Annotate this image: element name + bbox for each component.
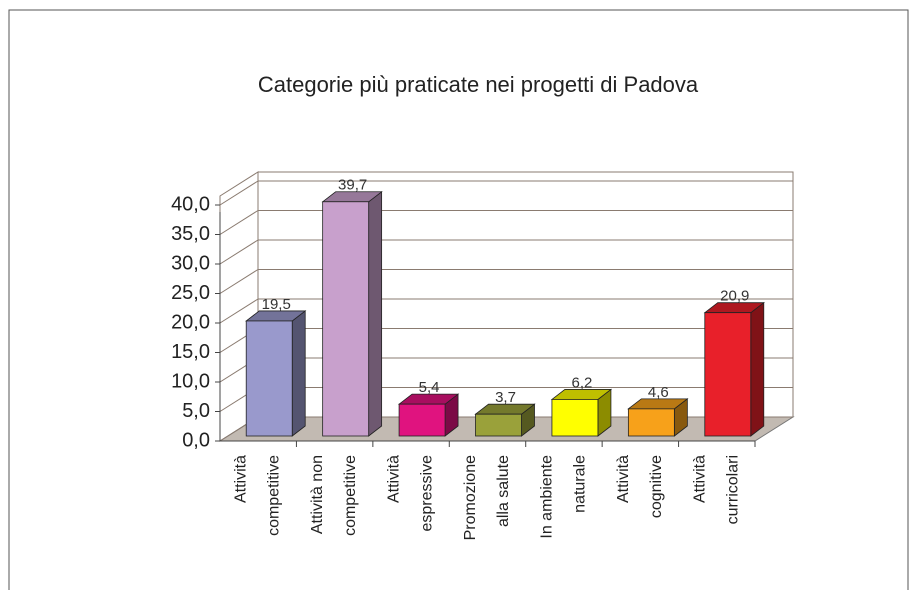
bar <box>398 403 446 437</box>
data-label: 19,5 <box>262 296 291 313</box>
y-tick-label: 5,0 <box>182 400 210 422</box>
y-tick-label: 15,0 <box>171 341 210 363</box>
data-label: 4,6 <box>648 384 669 401</box>
bar <box>627 408 675 437</box>
chart-title: Categorie più praticate nei progetti di … <box>258 72 699 97</box>
x-tick-label: Attività competitive <box>233 455 283 536</box>
data-label: 20,9 <box>720 288 749 305</box>
data-label: 3,7 <box>495 389 516 406</box>
bar-side <box>291 310 306 437</box>
y-tick-label: 20,0 <box>171 311 210 333</box>
x-tick-label: Attività curricolari <box>692 455 742 524</box>
grid-line <box>219 210 259 235</box>
x-tick-label: Attività non competitive <box>309 455 359 536</box>
frame <box>8 9 909 590</box>
y-tick-label: 25,0 <box>171 282 210 304</box>
bar-side <box>368 190 383 437</box>
x-tick-label: In ambiente naturale <box>539 455 589 539</box>
grid-line <box>219 298 259 324</box>
x-tick-label: Promozione alla salute <box>462 455 512 540</box>
y-tick-label: 10,0 <box>171 370 210 392</box>
x-tick-label: Attività espressive <box>386 455 436 532</box>
grid-line <box>219 180 259 206</box>
bar <box>551 399 599 437</box>
bar <box>704 312 752 437</box>
data-label: 5,4 <box>419 379 440 396</box>
y-tick-label: 0,0 <box>182 429 210 451</box>
grid-line <box>219 269 259 294</box>
grid-line <box>219 239 259 265</box>
bar <box>245 320 293 437</box>
data-label: 6,2 <box>571 374 592 391</box>
bar-side <box>750 301 765 437</box>
bar <box>475 413 522 437</box>
y-tick-label: 30,0 <box>171 252 210 274</box>
y-tick-label: 40,0 <box>171 193 210 215</box>
x-tick-label: Attività cognitive <box>615 455 665 518</box>
data-label: 39,7 <box>338 177 367 194</box>
y-tick-label: 35,0 <box>171 223 210 245</box>
bar <box>322 201 370 437</box>
